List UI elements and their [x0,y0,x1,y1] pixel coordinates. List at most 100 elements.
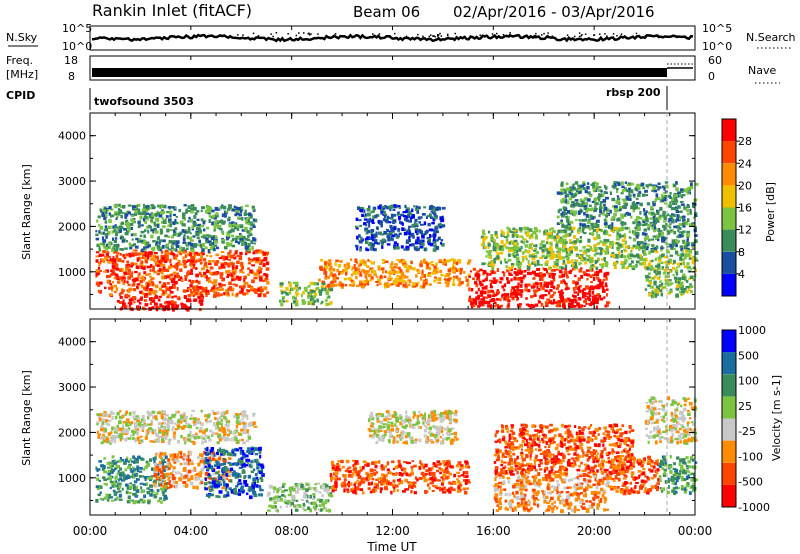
range-gate-cell [420,276,423,281]
range-gate-cell [564,247,568,252]
range-gate-cell [98,253,102,257]
range-gate-cell [568,270,571,274]
range-gate-cell [678,193,682,197]
range-gate-cell [122,254,125,258]
range-gate-cell [95,466,98,471]
range-gate-cell [149,288,152,291]
range-gate-cell [266,280,270,285]
range-gate-cell [144,259,148,264]
range-gate-cell [334,262,337,266]
range-gate-cell [603,241,608,244]
range-gate-cell [149,275,152,278]
range-gate-cell [562,206,567,210]
range-gate-cell [396,275,400,278]
range-gate-cell [506,234,510,238]
range-gate-cell [506,277,509,281]
range-gate-cell [518,248,522,252]
range-gate-cell [397,228,401,232]
range-gate-cell [517,264,522,269]
range-gate-cell [650,285,654,289]
range-gate-cell [174,227,178,231]
range-gate-cell [97,215,101,219]
range-gate-cell [253,425,258,428]
range-gate-cell [138,421,143,424]
range-gate-cell [241,243,244,246]
range-gate-cell [579,262,582,265]
range-gate-cell [247,436,252,440]
range-gate-cell [95,485,99,489]
range-gate-cell [174,306,178,310]
range-gate-cell [228,269,231,272]
range-gate-cell [113,462,118,466]
range-gate-cell [154,431,157,435]
range-gate-cell [100,436,104,440]
freq-label-2: [MHz] [6,68,38,81]
range-gate-cell [118,293,122,296]
range-gate-cell [325,302,328,307]
range-gate-cell [242,441,246,445]
range-gate-cell [570,194,575,198]
range-gate-cell [124,430,128,434]
range-gate-cell [602,278,606,282]
range-gate-cell [202,220,206,225]
range-gate-cell [537,274,540,277]
range-gate-cell [535,233,538,237]
range-gate-cell [688,223,692,227]
range-gate-cell [332,276,336,281]
range-gate-cell [609,225,613,230]
range-gate-cell [370,229,375,233]
range-gate-cell [110,410,113,414]
range-gate-cell [684,249,688,254]
range-gate-cell [429,242,434,247]
range-gate-cell [394,263,398,266]
range-gate-cell [482,296,486,299]
range-gate-cell [479,304,482,307]
range-gate-cell [680,248,684,252]
range-gate-cell [124,271,128,275]
range-gate-cell [592,250,596,252]
range-gate-cell [683,265,687,269]
range-gate-cell [588,286,592,291]
range-gate-cell [571,301,574,305]
range-gate-cell [157,248,160,251]
range-gate-cell [220,425,223,429]
range-gate-cell [201,297,204,301]
range-gate-cell [605,285,608,288]
range-gate-cell [644,189,648,193]
range-gate-cell [137,220,140,224]
range-gate-cell [245,281,249,285]
range-gate-cell [560,213,563,216]
range-gate-cell [514,233,518,237]
range-gate-cell [649,221,654,224]
power-colorbar-tick: 8 [738,246,745,259]
range-gate-cell [691,257,694,261]
range-gate-cell [162,239,166,243]
range-gate-cell [223,411,227,414]
range-gate-cell [482,232,486,235]
range-gate-cell [563,244,567,249]
range-gate-cell [283,291,287,294]
range-gate-cell [387,278,391,281]
range-gate-cell [604,282,608,286]
range-gate-cell [189,239,194,242]
range-gate-cell [96,474,99,477]
range-gate-cell [171,265,175,268]
range-gate-cell [172,303,175,307]
range-gate-cell [144,242,148,246]
range-gate-cell [223,438,228,442]
range-gate-cell [565,224,568,229]
range-gate-cell [229,255,234,259]
range-gate-cell [512,227,516,231]
range-gate-cell [155,243,158,247]
range-gate-cell [193,298,198,302]
range-gate-cell [217,433,222,437]
nave-label: Nave [748,64,776,77]
range-gate-cell [592,215,596,219]
range-gate-cell [119,477,123,481]
range-gate-cell [617,182,621,187]
range-gate-cell [428,266,431,270]
range-gate-cell [316,298,319,303]
range-gate-cell [663,194,667,199]
range-gate-cell [613,226,617,230]
range-gate-cell [571,200,575,204]
